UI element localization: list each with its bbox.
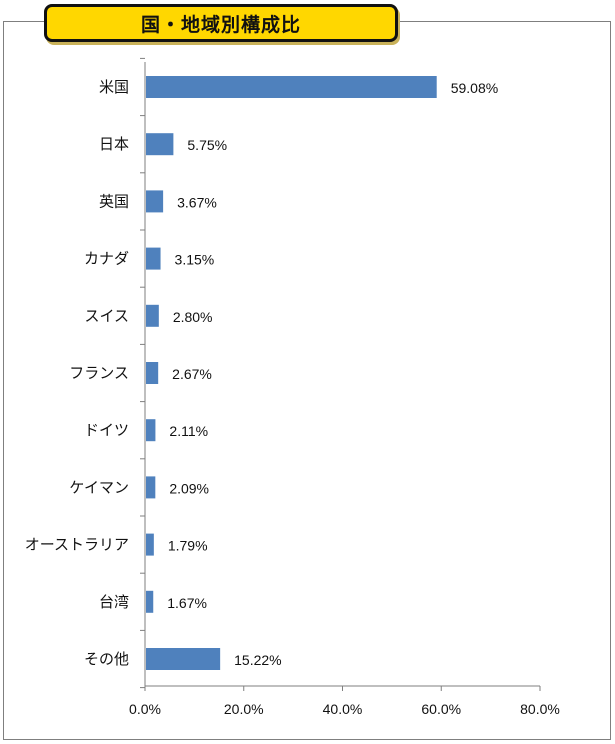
- bar: [146, 362, 159, 384]
- x-tick-label: 40.0%: [323, 701, 363, 717]
- bar: [146, 304, 159, 327]
- category-label: 台湾: [99, 593, 129, 611]
- chart-title: 国・地域別構成比: [140, 13, 301, 36]
- data-label: 1.79%: [168, 538, 208, 554]
- x-tick-label: 20.0%: [224, 701, 264, 717]
- category-label: その他: [84, 650, 129, 668]
- category-label: スイス: [84, 307, 129, 325]
- data-label: 2.09%: [169, 480, 209, 496]
- data-label: 3.67%: [177, 194, 217, 210]
- bar: [146, 190, 164, 213]
- bar: [146, 648, 221, 670]
- data-label: 1.67%: [167, 595, 207, 611]
- category-label: 日本: [99, 135, 129, 153]
- x-tick-label: 80.0%: [520, 701, 560, 717]
- data-label: 3.15%: [175, 252, 215, 268]
- bar: [146, 133, 174, 156]
- data-label: 15.22%: [234, 652, 281, 668]
- x-tick-label: 60.0%: [421, 701, 461, 717]
- chart-title-box: 国・地域別構成比: [44, 4, 398, 42]
- data-label: 5.75%: [187, 137, 227, 153]
- category-label: オーストラリア: [25, 536, 129, 554]
- category-label: 英国: [99, 192, 129, 210]
- data-label: 2.11%: [169, 423, 208, 439]
- x-tick-label: 0.0%: [129, 701, 161, 717]
- bar: [146, 419, 156, 442]
- bar: [146, 590, 154, 613]
- data-label: 2.67%: [172, 366, 212, 382]
- data-label: 59.08%: [451, 80, 498, 96]
- category-label: フランス: [69, 364, 129, 382]
- category-label: 米国: [99, 78, 129, 96]
- bar: [146, 76, 437, 98]
- bar: [146, 533, 154, 556]
- category-label: ドイツ: [84, 421, 129, 439]
- category-label: ケイマン: [69, 478, 129, 496]
- category-label: カナダ: [84, 250, 129, 268]
- bar: [146, 247, 161, 270]
- data-label: 2.80%: [173, 309, 213, 325]
- bar: [146, 476, 156, 499]
